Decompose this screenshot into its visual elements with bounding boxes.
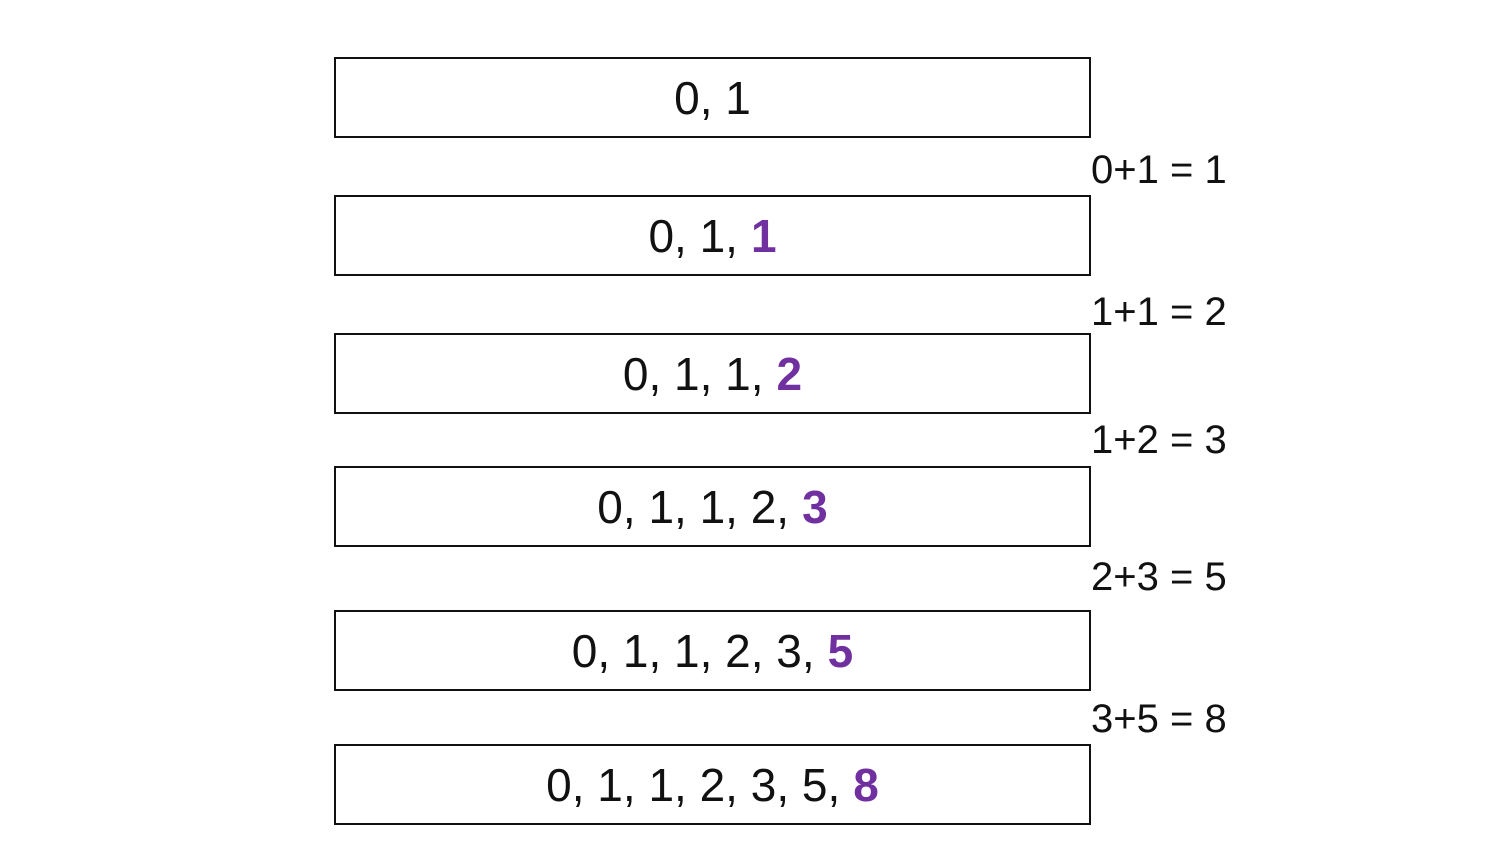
new-number: 8 bbox=[853, 758, 879, 811]
equation: 1+2 = 3 bbox=[1091, 418, 1227, 462]
new-number: 5 bbox=[827, 624, 854, 677]
sequence-box: 0, 1, 1, 2 bbox=[334, 333, 1091, 414]
sequence-text: 0, 1 bbox=[674, 71, 751, 124]
sequence-text: 0, 1, 1, bbox=[622, 347, 764, 400]
equation: 3+5 = 8 bbox=[1091, 697, 1227, 741]
sequence-text: 0, 1, 1, 2, bbox=[597, 480, 790, 533]
new-number: 1 bbox=[750, 209, 777, 262]
sequence-box: 0, 1, 1, 2, 3, 5, 8 bbox=[334, 744, 1091, 825]
sequence-text: 0, 1, 1, 2, 3, 5, bbox=[546, 758, 841, 811]
sequence-box: 0, 1, 1 bbox=[334, 195, 1091, 276]
new-number: 3 bbox=[802, 480, 828, 533]
equation: 2+3 = 5 bbox=[1091, 555, 1227, 599]
sequence-box: 0, 1, 1, 2, 3 bbox=[334, 466, 1091, 547]
equation: 1+1 = 2 bbox=[1091, 290, 1227, 334]
sequence-text: 0, 1, 1, 2, 3, bbox=[571, 624, 815, 677]
new-number: 2 bbox=[776, 347, 803, 400]
sequence-text: 0, 1, bbox=[648, 209, 738, 262]
equation: 0+1 = 1 bbox=[1091, 148, 1227, 192]
sequence-box: 0, 1 bbox=[334, 57, 1091, 138]
sequence-box: 0, 1, 1, 2, 3, 5 bbox=[334, 610, 1091, 691]
